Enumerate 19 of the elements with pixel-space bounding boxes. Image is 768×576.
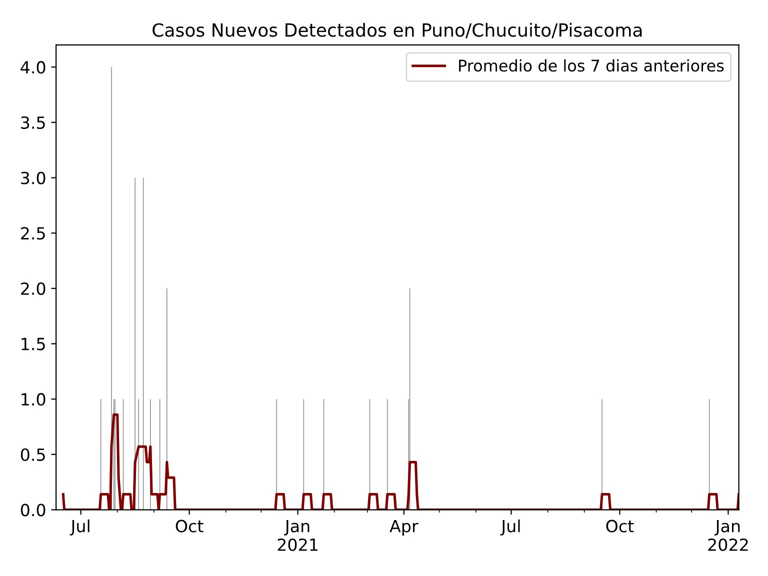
- x-tick-label: Apr: [390, 520, 418, 536]
- x-tick-label: Jul: [500, 519, 520, 536]
- y-tick-label: 4.0: [20, 61, 46, 74]
- x-tick-label: Oct: [176, 520, 204, 532]
- x-tick-label: Jan 2021: [278, 520, 318, 552]
- y-tick-label: 1.5: [22, 338, 45, 350]
- y-tick-label: 0.0: [20, 504, 46, 516]
- x-tick-label: Jul: [70, 519, 90, 536]
- line-series: [62, 413, 739, 510]
- x-tick-label: Jan 2022: [708, 520, 748, 552]
- y-tick-label: 3.5: [21, 116, 45, 129]
- legend-label: Promedio de los 7 dias anteriores: [459, 59, 724, 72]
- y-tick-label: 2.0: [21, 282, 46, 295]
- y-tick-label: 1.0: [22, 393, 46, 406]
- y-tick-label: 3.0: [21, 172, 46, 184]
- y-tick-label: 2.5: [21, 227, 45, 240]
- chart-title: Casos Nuevos Detectados en Puno/Chucuito/Pisacoma: [152, 22, 642, 38]
- y-tick-label: 0.5: [20, 448, 45, 461]
- x-tick-label: Oct: [606, 520, 634, 532]
